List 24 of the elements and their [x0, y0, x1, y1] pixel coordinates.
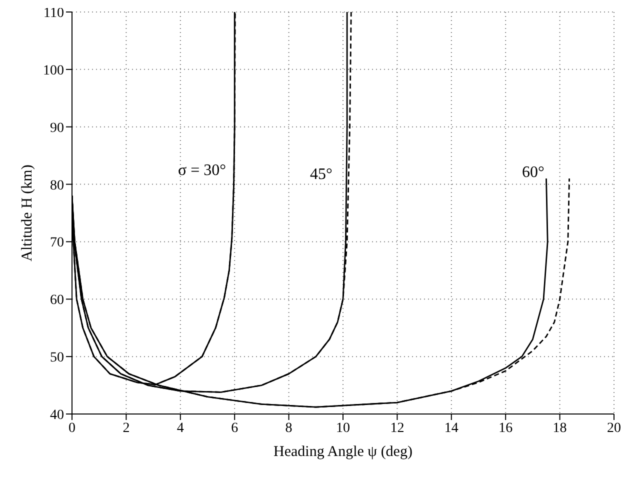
x-axis-title: Heading Angle ψ (deg) — [274, 444, 412, 460]
y-tick-label: 40 — [50, 408, 64, 423]
annotation: 60° — [522, 164, 544, 182]
annotation: σ = 30° — [178, 162, 226, 180]
y-tick-label: 50 — [50, 350, 64, 366]
x-tick-label: 18 — [552, 420, 567, 436]
x-tick-label: 2 — [122, 420, 130, 436]
annotation: 45° — [310, 166, 332, 184]
y-axis-title: Altitude H (km) — [19, 164, 36, 262]
x-tick-label: 16 — [498, 420, 513, 436]
x-tick-label: 10 — [336, 420, 350, 436]
y-tick-label: 110 — [44, 6, 64, 21]
x-tick-label: 4 — [176, 420, 184, 436]
y-tick-label: 100 — [43, 63, 64, 78]
y-tick-label: 60 — [50, 293, 64, 308]
x-tick-label: 20 — [607, 420, 621, 436]
y-tick-label: 80 — [50, 178, 64, 194]
x-tick-label: 14 — [444, 420, 458, 436]
x-tick-label: 6 — [231, 420, 238, 436]
x-tick-label: 8 — [285, 420, 292, 436]
x-tick-label: 12 — [390, 420, 404, 436]
y-tick-label: 70 — [50, 236, 64, 251]
y-tick-label: 90 — [50, 120, 64, 136]
x-tick-label: 0 — [68, 420, 76, 436]
